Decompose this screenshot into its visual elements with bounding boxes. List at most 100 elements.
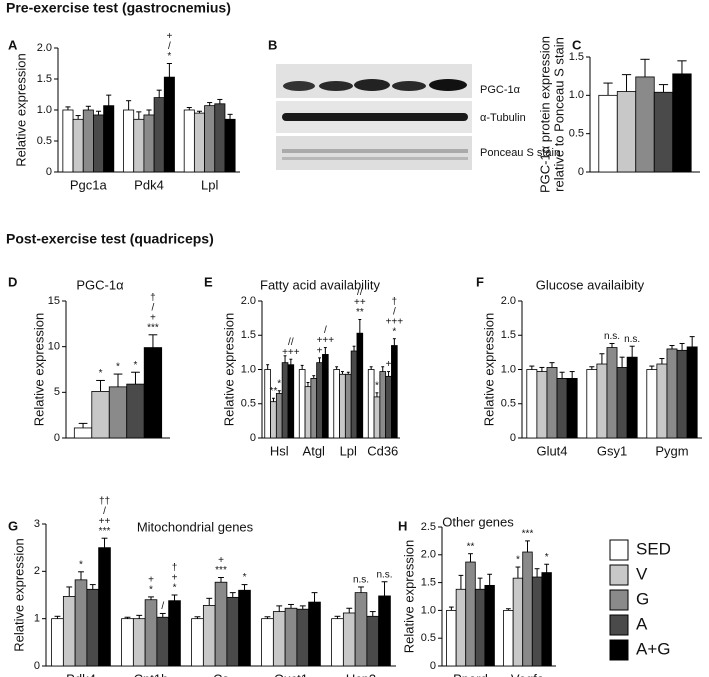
bar [455, 588, 467, 667]
chart: E Fatty acid availability Relative express… [204, 274, 403, 458]
bar [606, 347, 618, 439]
y-tick-label: 0 [578, 166, 584, 178]
bar [546, 367, 558, 439]
bar [143, 347, 163, 439]
bar [153, 97, 165, 173]
bar [156, 616, 170, 667]
error-bar [603, 82, 613, 96]
x-tick-label: Ppard [453, 671, 488, 677]
x-tick-label: Gsy1 [597, 443, 627, 458]
error-bar [515, 566, 521, 579]
significance-label: / [393, 306, 396, 317]
significance-label: +++ [317, 335, 335, 346]
bar [366, 615, 380, 667]
error-bar [346, 607, 353, 613]
bar [653, 91, 674, 173]
significance-label: +++ [282, 347, 300, 358]
error-bar [299, 605, 306, 610]
error-bar [311, 592, 318, 603]
section-title: Post-exercise test (quadriceps) [6, 231, 214, 247]
error-bar [229, 592, 236, 598]
bar [93, 114, 105, 173]
y-tick-label: 0 [46, 166, 52, 178]
error-bar [300, 364, 304, 370]
bar [51, 618, 64, 667]
bar [168, 600, 181, 667]
y-tick-label: 1.0 [501, 363, 516, 375]
error-bar [106, 94, 112, 106]
bar [62, 109, 74, 173]
significance-label: / [324, 325, 327, 336]
bar [86, 588, 100, 667]
bar [281, 362, 289, 439]
chart-title: Mitochondrial genes [137, 519, 254, 534]
bar [586, 369, 598, 439]
error-bar [277, 390, 281, 394]
error-bar [85, 105, 91, 110]
y-tick-label: 1.0 [569, 89, 584, 101]
error-bar [375, 392, 379, 397]
error-bar [96, 379, 105, 392]
error-bar [392, 338, 396, 346]
error-bar [283, 355, 287, 363]
panel-letter: F [476, 274, 484, 289]
significance-label: ** [270, 386, 278, 397]
bar [270, 401, 277, 439]
bar [635, 76, 655, 173]
error-bar [166, 63, 172, 78]
y-axis-label: Relative expression [11, 538, 26, 651]
bar [121, 618, 134, 667]
y-tick-label: 1.5 [421, 577, 436, 589]
significance-label: + [172, 573, 178, 584]
error-bar [171, 594, 178, 601]
x-tick-label: Pgc1a [70, 177, 108, 192]
error-bar [276, 605, 283, 612]
y-tick-label: 0 [510, 432, 516, 444]
error-bar [534, 568, 540, 578]
y-axis-label: Relative expression [31, 313, 46, 426]
y-tick-label: 2.0 [421, 549, 436, 561]
significance-label: ** [356, 307, 364, 318]
bar [82, 109, 94, 173]
bar [183, 109, 195, 173]
chart-title: Fatty acid availability [260, 277, 380, 292]
error-bar [113, 373, 123, 387]
error-bar [207, 102, 213, 106]
significance-label: * [243, 572, 247, 583]
y-axis-label: relative to Ponceau S stain [551, 37, 566, 192]
y-tick-label: 1.5 [241, 329, 256, 341]
x-tick-label: Ucp3 [346, 671, 376, 677]
bar [133, 118, 145, 173]
significance-label: ** [467, 541, 475, 552]
bar [202, 605, 216, 667]
bar [503, 610, 514, 667]
legend-swatch [609, 639, 629, 661]
bar [536, 371, 548, 439]
error-bar [621, 74, 632, 92]
y-tick-label: 10 [48, 341, 60, 353]
panel-letter: H [398, 518, 407, 533]
blot-image [276, 64, 472, 170]
x-tick-label: Cs [213, 671, 229, 677]
significance-label: * [116, 362, 120, 373]
significance-label: / [161, 601, 164, 612]
bar [379, 371, 387, 439]
significance-label: ++ [354, 297, 366, 308]
y-tick-label: 1.0 [37, 104, 52, 116]
blot-label: Ponceau S stain [480, 147, 560, 159]
bar [344, 373, 352, 439]
bar [616, 367, 628, 439]
error-bar [95, 110, 102, 115]
bar [446, 610, 457, 667]
error-bar [609, 342, 615, 348]
bar [556, 378, 568, 439]
error-bar [529, 365, 535, 370]
error-bar [369, 611, 376, 617]
x-tick-label: Pdk4 [66, 671, 96, 677]
significance-label: / [168, 41, 171, 52]
significance-label: + [317, 345, 323, 356]
significance-label: † [150, 292, 156, 303]
bar [214, 581, 228, 667]
legend-label: A+G [636, 639, 671, 658]
error-bar [619, 356, 625, 368]
